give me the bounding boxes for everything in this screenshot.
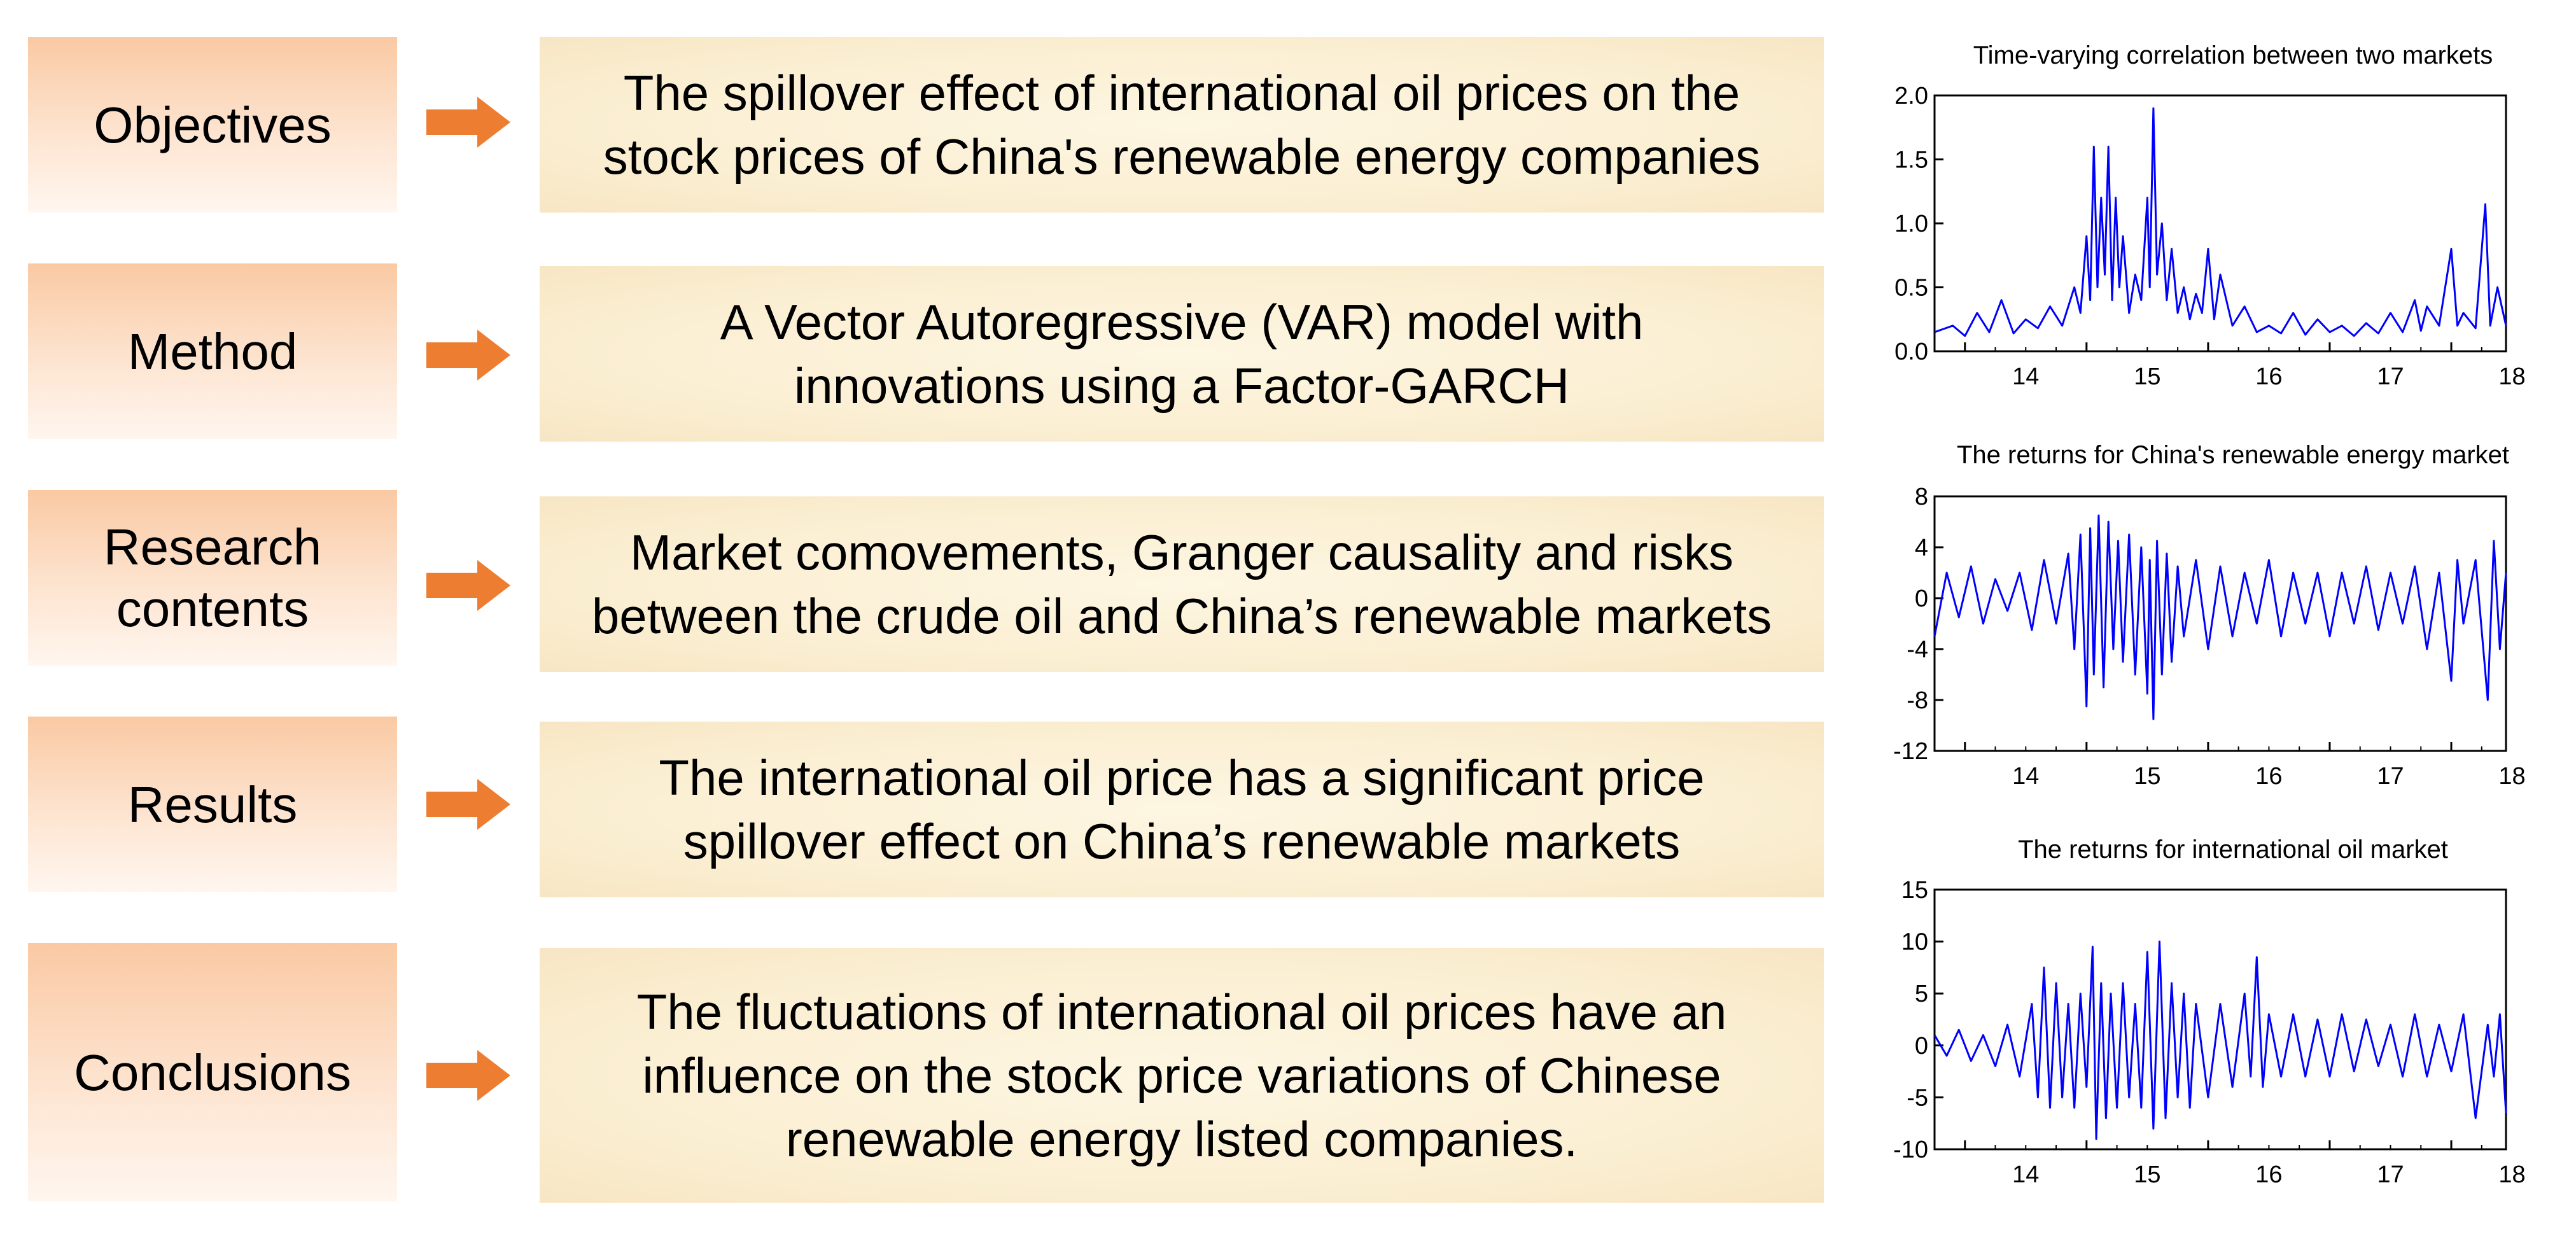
- x-tick-label: 17: [2377, 763, 2404, 790]
- y-tick-label: -5: [1907, 1084, 1928, 1111]
- y-tick-label: 8: [1915, 484, 1928, 510]
- x-tick-label: 16: [2255, 763, 2282, 790]
- chart-title: Time-varying correlation between two mar…: [1973, 41, 2493, 69]
- content-research-contents-text: Market comovements, Granger causality an…: [591, 524, 1772, 644]
- x-tick-label: 18: [2498, 1161, 2525, 1188]
- x-tick-label: 15: [2134, 1161, 2160, 1188]
- content-objectives: The spillover effect of international oi…: [540, 37, 1824, 213]
- y-tick-label: 4: [1915, 535, 1928, 561]
- chart-correlation: Time-varying correlation between two mar…: [1858, 38, 2576, 395]
- plot-frame: [1933, 888, 2507, 1151]
- content-results: The international oil price has a signif…: [540, 722, 1824, 897]
- y-tick-label: 15: [1901, 877, 1928, 904]
- y-tick-label: -10: [1893, 1137, 1928, 1163]
- y-tick-label: 0.0: [1894, 339, 1928, 365]
- label-conclusions-text: Conclusions: [74, 1044, 351, 1101]
- arrow-right-icon: [426, 1050, 510, 1101]
- series-line: [1933, 514, 2507, 720]
- y-tick-label: 10: [1901, 929, 1928, 956]
- label-method: Method: [28, 263, 397, 439]
- x-tick-label: 14: [2012, 1161, 2039, 1188]
- chart-china-renewable-returns-svg: The returns for China's renewable energy…: [1893, 441, 2526, 790]
- chart-title: The returns for international oil market: [2018, 837, 2448, 864]
- content-results-text: The international oil price has a signif…: [659, 750, 1705, 869]
- y-tick-label: 0: [1915, 1033, 1928, 1060]
- y-tick-label: 2.0: [1894, 83, 1928, 109]
- arrow-right-icon: [426, 97, 510, 148]
- x-tick-label: 18: [2498, 363, 2525, 390]
- chart-title: The returns for China's renewable energy…: [1957, 441, 2509, 469]
- arrow-right-icon: [426, 779, 510, 830]
- x-tick-label: 15: [2134, 363, 2160, 390]
- label-objectives: Objectives: [28, 37, 397, 213]
- content-method-text: A Vector Autoregressive (VAR) model with…: [720, 294, 1644, 414]
- label-objectives-text: Objectives: [94, 96, 332, 153]
- label-conclusions: Conclusions: [28, 943, 397, 1201]
- x-tick-label: 17: [2377, 363, 2404, 390]
- content-conclusions-text: The fluctuations of international oil pr…: [636, 984, 1727, 1167]
- label-research-contents: Research contents: [28, 490, 397, 666]
- content-research-contents: Market comovements, Granger causality an…: [540, 496, 1824, 672]
- label-results: Results: [28, 717, 397, 892]
- y-tick-label: 5: [1915, 981, 1928, 1007]
- y-tick-label: -4: [1907, 636, 1928, 663]
- y-tick-label: -8: [1907, 687, 1928, 714]
- y-tick-label: 0.5: [1894, 275, 1928, 302]
- x-tick-label: 18: [2498, 763, 2525, 790]
- arrow-right-icon: [426, 560, 510, 611]
- label-results-text: Results: [127, 776, 298, 833]
- chart-oil-returns: The returns for international oil market…: [1858, 837, 2576, 1207]
- chart-china-renewable-returns: The returns for China's renewable energy…: [1858, 438, 2576, 794]
- x-tick-label: 17: [2377, 1161, 2404, 1188]
- x-tick-label: 14: [2012, 763, 2039, 790]
- x-tick-label: 16: [2255, 363, 2282, 390]
- x-tick-label: 16: [2255, 1161, 2282, 1188]
- content-method: A Vector Autoregressive (VAR) model with…: [540, 266, 1824, 442]
- chart-correlation-svg: Time-varying correlation between two mar…: [1894, 41, 2526, 390]
- content-conclusions: The fluctuations of international oil pr…: [540, 948, 1824, 1203]
- label-research-contents-text: Research contents: [103, 519, 322, 637]
- series-line: [1933, 941, 2507, 1140]
- plot-frame: [1933, 94, 2507, 353]
- series-line: [1934, 107, 2507, 337]
- y-tick-label: 1.5: [1894, 147, 1928, 174]
- label-method-text: Method: [127, 323, 298, 380]
- plot-frame: [1933, 495, 2507, 752]
- x-tick-label: 15: [2134, 763, 2160, 790]
- y-tick-label: -12: [1893, 738, 1928, 765]
- y-tick-label: 1.0: [1894, 211, 1928, 237]
- x-tick-label: 14: [2012, 363, 2039, 390]
- y-tick-label: 0: [1915, 585, 1928, 612]
- chart-oil-returns-svg: The returns for international oil market…: [1893, 837, 2526, 1188]
- arrow-right-icon: [426, 330, 510, 381]
- content-objectives-text: The spillover effect of international oi…: [603, 65, 1761, 185]
